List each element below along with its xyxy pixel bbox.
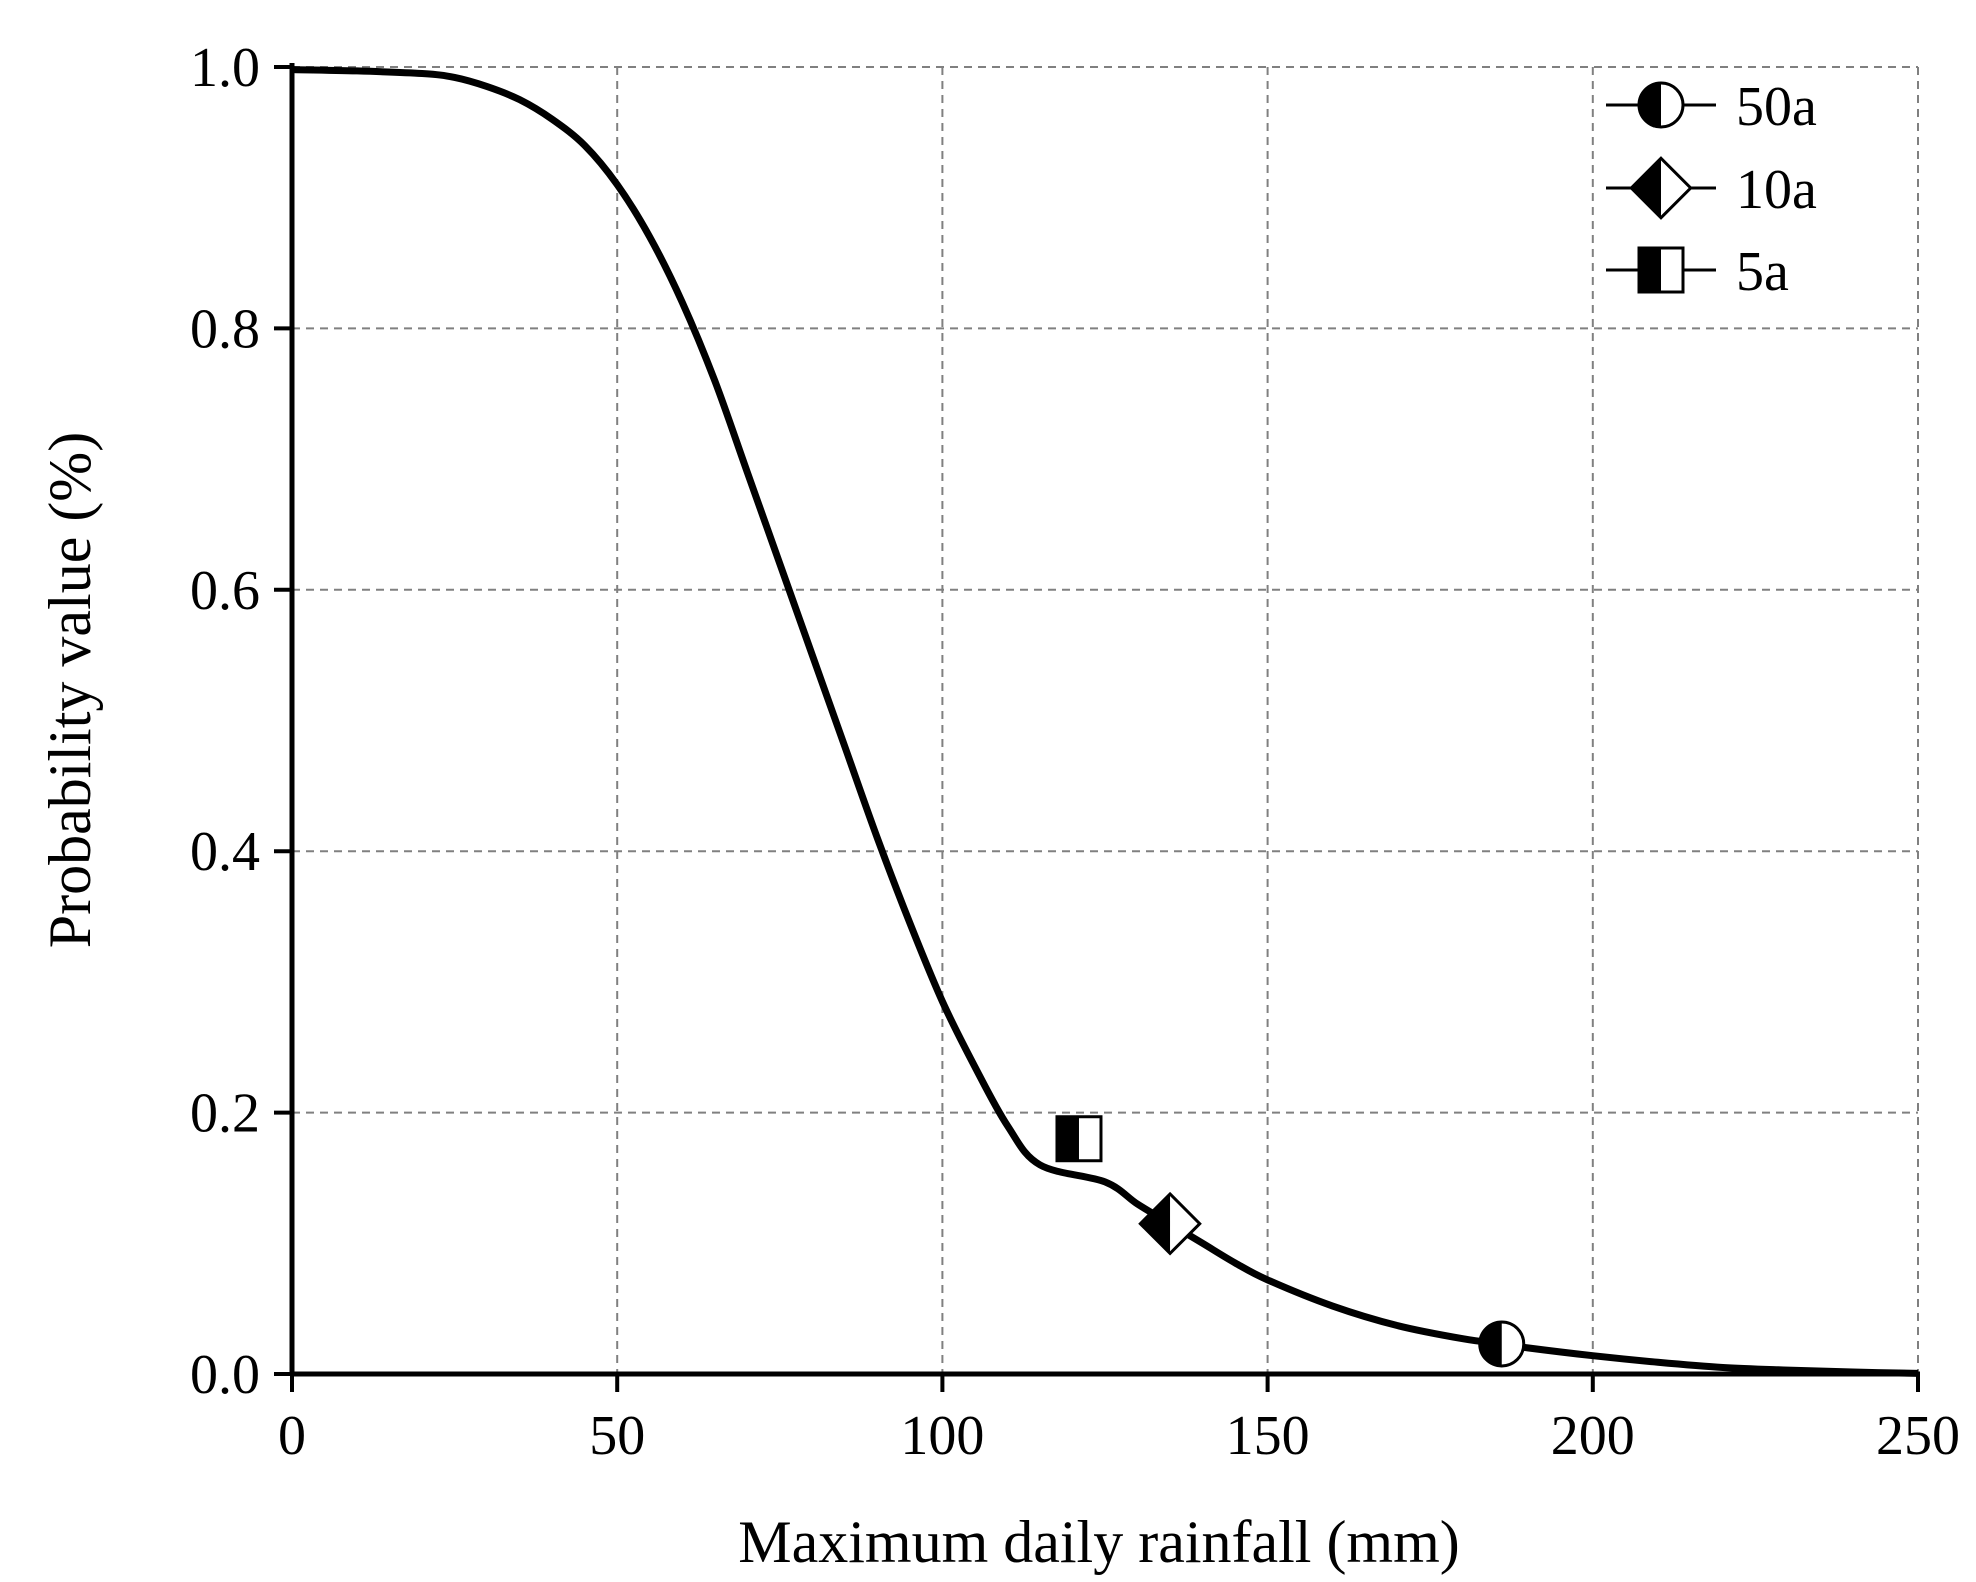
marker-5a (1055, 1115, 1103, 1163)
axes (289, 63, 1920, 1377)
y-tick-label: 0.4 (190, 821, 260, 883)
marker-fill (1639, 83, 1661, 127)
x-tick-label: 150 (1226, 1405, 1310, 1467)
marker-50a (1478, 1320, 1526, 1368)
legend-label-5a: 5a (1736, 241, 1789, 303)
x-tick-label: 250 (1876, 1405, 1960, 1467)
legend-marker-5a (1637, 246, 1685, 294)
x-tick-label: 50 (589, 1405, 645, 1467)
legend-label-10a: 10a (1736, 159, 1817, 221)
marker-fill (1140, 1193, 1171, 1254)
marker-fill (1631, 158, 1661, 218)
y-tick-label: 1.0 (190, 37, 260, 99)
y-axis-title: Probability value (%) (37, 432, 103, 949)
x-tick-label: 100 (900, 1405, 984, 1467)
marker-10a (1138, 1191, 1202, 1256)
legend-marker-10a (1629, 156, 1693, 220)
y-tick-label: 0.0 (190, 1344, 260, 1406)
y-tick-label: 0.2 (190, 1083, 260, 1145)
marker-fill (1056, 1116, 1079, 1161)
y-tick-label: 0.6 (190, 560, 260, 622)
legend-marker-50a (1637, 81, 1685, 129)
ticks: 0 50 100 150 200 250 0.0 0.2 0.4 0.6 0.8 1.0 (190, 37, 1960, 1467)
legend: 50a 10a 5a (1606, 76, 1817, 303)
marker-fill (1479, 1321, 1502, 1366)
grid (292, 66, 1919, 1374)
marker-fill (1639, 248, 1661, 292)
x-axis-title: Maximum daily rainfall (mm) (738, 1509, 1460, 1575)
markers (1055, 1115, 1526, 1368)
x-tick-label: 200 (1551, 1405, 1635, 1467)
x-tick-label: 0 (278, 1405, 306, 1467)
legend-label-50a: 50a (1736, 76, 1817, 138)
y-tick-label: 0.8 (190, 298, 260, 360)
